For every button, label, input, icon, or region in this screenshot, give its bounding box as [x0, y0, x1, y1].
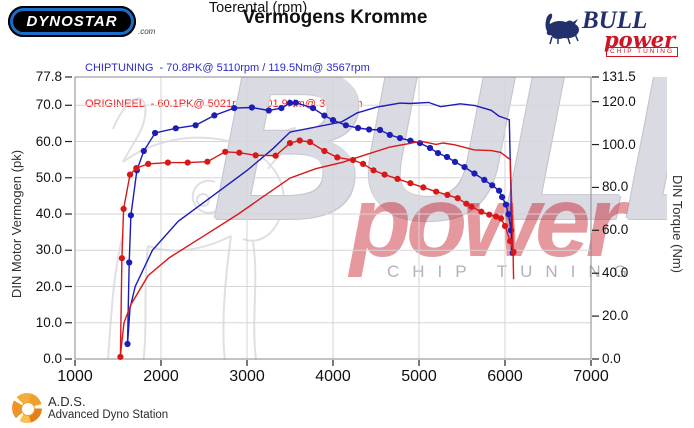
bull-icon [545, 13, 579, 45]
dynostar-suffix: .com [138, 27, 156, 36]
page-title: Vermogens Kromme [242, 7, 428, 28]
watermark-chiptuning-text: CHIP TUNING [387, 262, 640, 281]
chart-legend: CHIPTUNING - 70.8PK@ 5110rpm / 119.5Nm@ … [85, 38, 370, 134]
dynostar-logo: Dynostar [8, 6, 136, 37]
ads-abbr: A.D.S. [48, 394, 86, 409]
watermark-power-text: power [350, 166, 624, 278]
bull-logo-name: BULL [582, 7, 648, 34]
bull-logo-tagline: CHIP TUNING [606, 47, 679, 57]
ads-swirl-icon [12, 393, 42, 423]
ads-name: Advanced Dyno Station [48, 409, 169, 421]
legend-entry-chiptuning: CHIPTUNING - 70.8PK@ 5110rpm / 119.5Nm@ … [85, 62, 370, 74]
dynostar-logo-text: Dynostar [26, 13, 118, 30]
bullpower-logo: BULL power CHIP TUNING [542, 3, 690, 57]
